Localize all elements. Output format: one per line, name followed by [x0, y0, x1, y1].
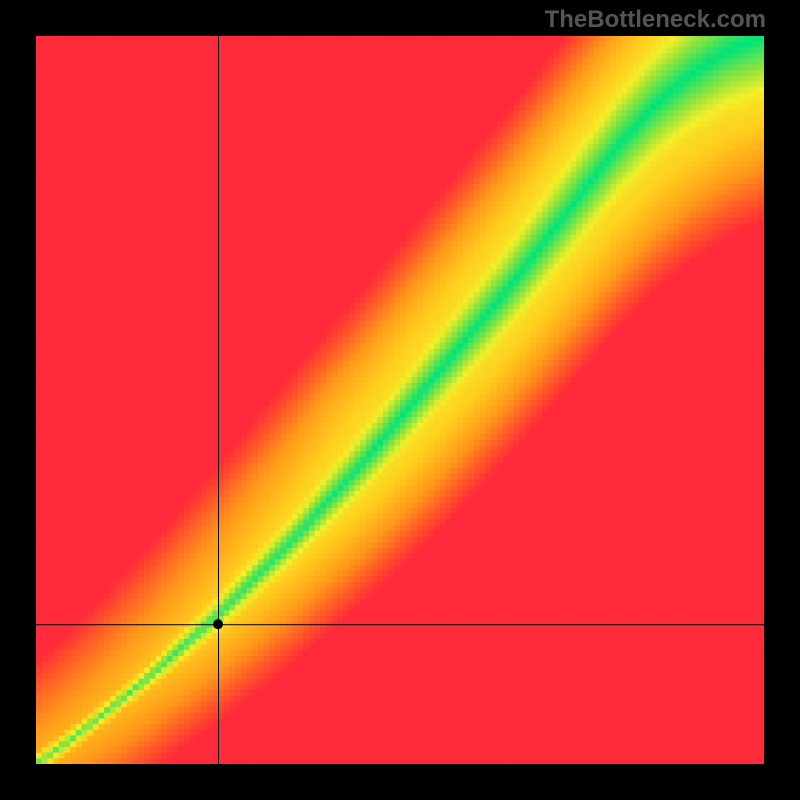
chart-container: { "watermark": { "text": "TheBottleneck.… — [0, 0, 800, 800]
bottleneck-heatmap — [36, 36, 764, 764]
watermark-text: TheBottleneck.com — [545, 6, 766, 34]
